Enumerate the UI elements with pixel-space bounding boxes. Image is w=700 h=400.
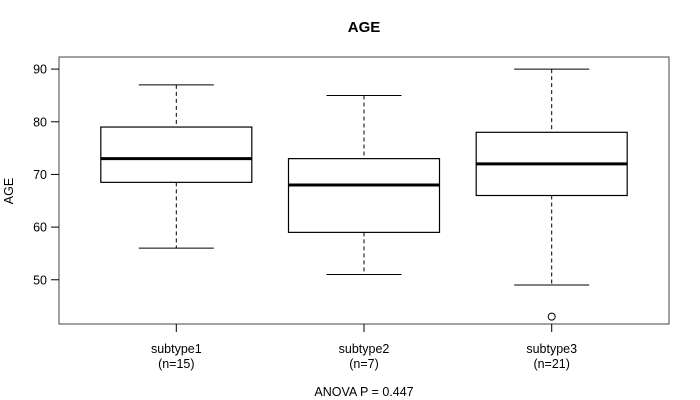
y-tick-label: 50 (33, 273, 47, 287)
outlier-point-subtype3 (547, 312, 556, 321)
y-tick-label: 80 (33, 115, 47, 129)
x-label-subtype1: subtype1 (151, 342, 202, 356)
y-tick-label: 70 (33, 168, 47, 182)
iqr-box-subtype1 (100, 126, 253, 183)
x-sublabel-subtype2: (n=7) (349, 357, 379, 371)
iqr-box-subtype2 (287, 158, 441, 233)
chart-title: AGE (347, 19, 381, 36)
y-tick-label: 60 (33, 221, 47, 235)
x-label-subtype3: subtype3 (526, 342, 577, 356)
y-tick-label: 90 (33, 63, 47, 77)
x-sublabel-subtype3: (n=21) (533, 357, 569, 371)
anova-annotation: ANOVA P = 0.447 (314, 385, 414, 399)
x-label-subtype2: subtype2 (339, 342, 390, 356)
x-sublabel-subtype1: (n=15) (158, 357, 194, 371)
